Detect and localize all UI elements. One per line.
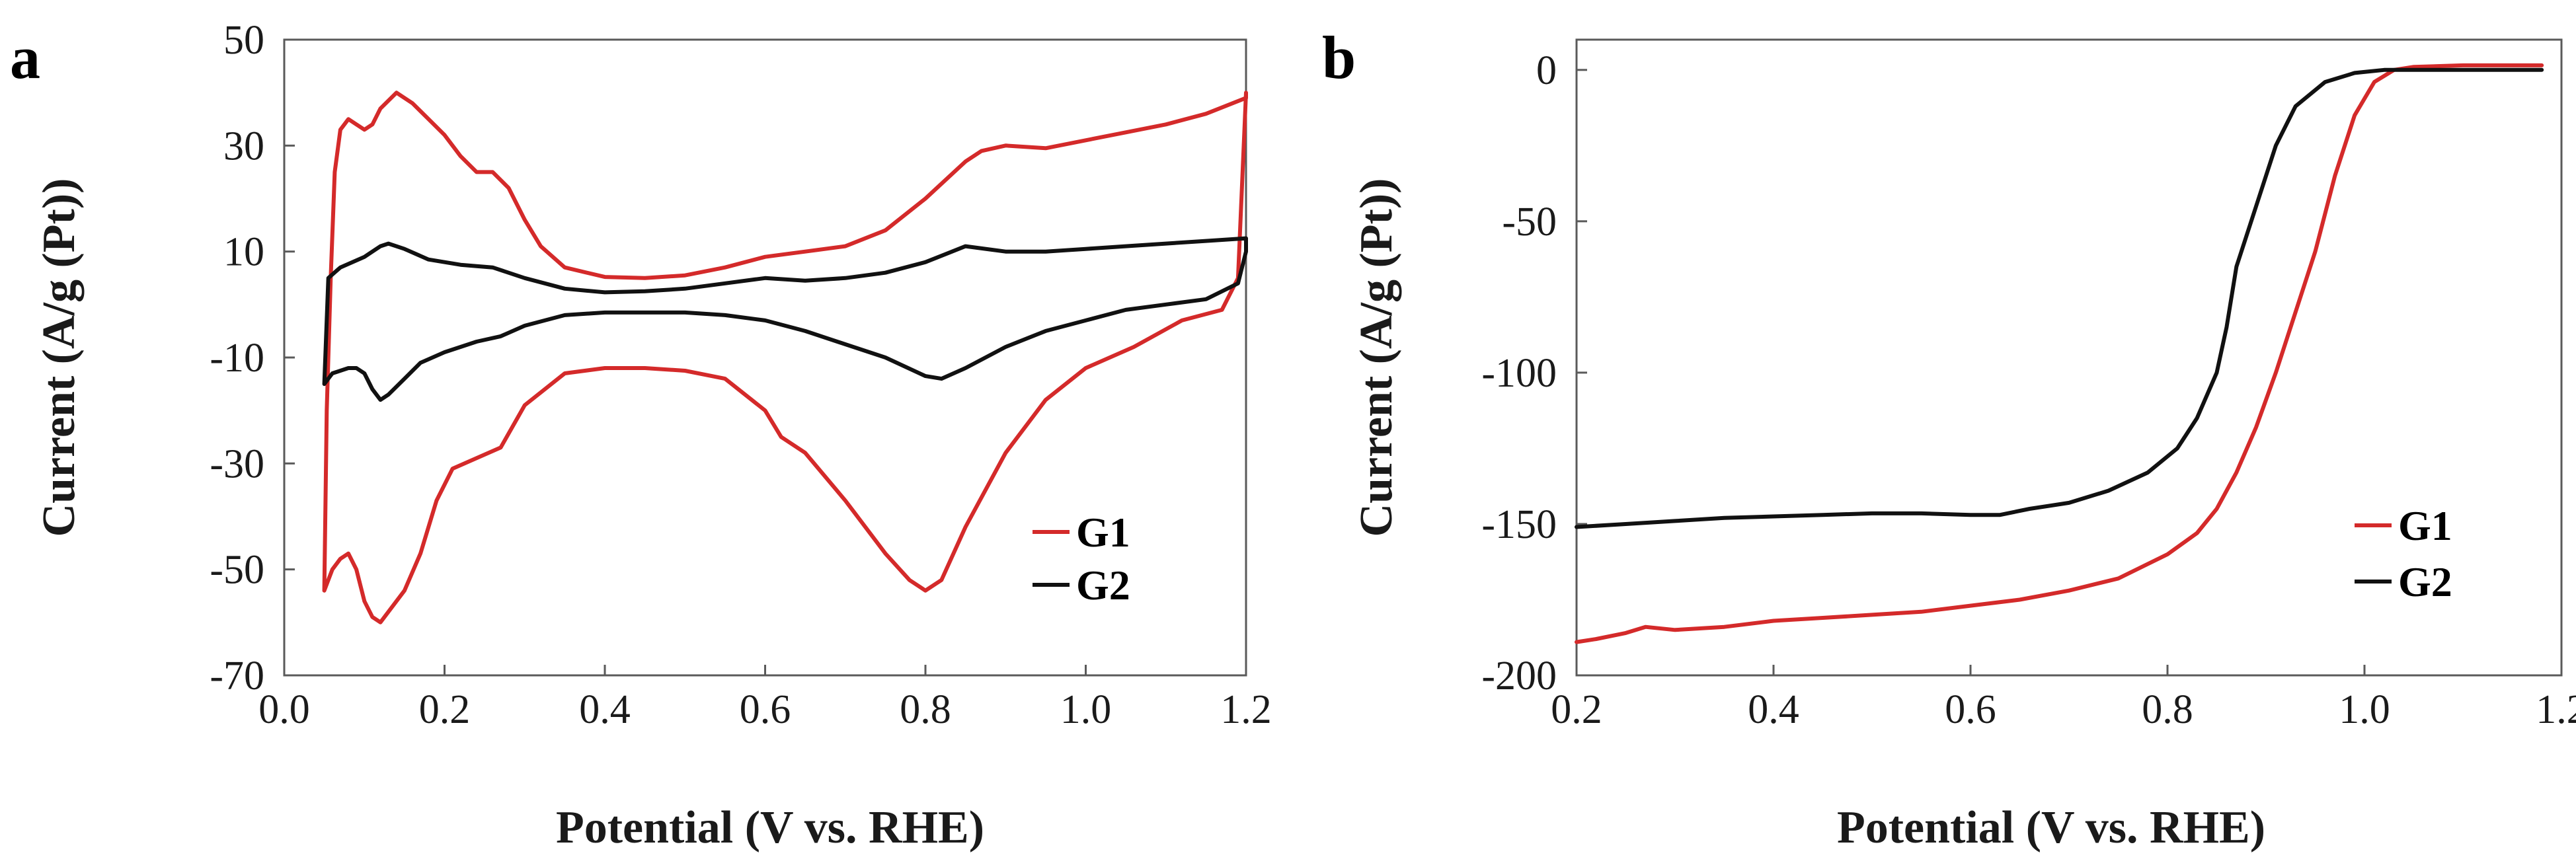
legend-a-g2-label: G2 [1076, 562, 1130, 609]
panel-b-x-tick-label: 0.6 [1945, 687, 1996, 732]
panel-b-series-g2-line [1575, 67, 2544, 529]
panel-a-y-tick-label: -70 [210, 654, 264, 698]
legend-b-g2-label: G2 [2398, 558, 2452, 605]
panel-a-x-tick-label: 0.8 [900, 687, 951, 732]
panel-a: a 0.0 0.2 0.4 0.6 0.8 1.0 1.2 -70 -50 -30 -10 10 30 5… [10, 18, 1272, 853]
panel-b-x-tick-label: 0.4 [1748, 687, 1799, 732]
panel-b-y-tick-label: 0 [1536, 48, 1557, 93]
panel-a-x-tick-label: 0.6 [740, 687, 791, 732]
legend-a-g1-label: G1 [1076, 509, 1130, 556]
panel-b-letter: b [1322, 24, 1356, 91]
panel-a-y-tick-label: 50 [223, 18, 264, 63]
panel-b-legend: G1 G2 [2355, 502, 2452, 605]
panel-b: b 0.2 0.4 0.6 0.8 1.0 1.2 -200 -150 -100 -50 0 Pot… [1322, 24, 2576, 853]
panel-b-y-axis-title: Current (A/g (Pt)) [1351, 178, 1402, 537]
panel-a-letter: a [10, 24, 40, 91]
panel-a-x-tick-label: 0.0 [258, 687, 310, 732]
panel-a-x-tick-label: 1.0 [1060, 687, 1112, 732]
panel-b-y-tick-label: -100 [1481, 351, 1557, 396]
panel-a-y-axis-title: Current (A/g (Pt)) [34, 178, 85, 537]
panel-a-series-g1-line [322, 91, 1248, 624]
panel-b-frame [1575, 38, 2563, 677]
panel-a-legend: G1 G2 [1033, 509, 1130, 609]
panel-a-y-tick-label: 30 [223, 124, 264, 169]
panel-b-y-tick-label: -200 [1481, 654, 1557, 698]
panel-b-y-tick-label: -150 [1481, 502, 1557, 547]
panel-b-ticks: 0.2 0.4 0.6 0.8 1.0 1.2 -200 -150 -100 -50 0 [1481, 48, 2576, 732]
panel-a-x-tick-label: 1.2 [1220, 687, 1272, 732]
panel-b-x-tick-label: 1.2 [2536, 687, 2576, 732]
panel-b-series [1575, 63, 2544, 644]
panel-a-y-tick-label: -10 [210, 336, 264, 381]
legend-b-g1-label: G1 [2398, 502, 2452, 549]
panel-a-series-g2-line [322, 236, 1248, 402]
panel-b-series-g1-line [1575, 63, 2544, 644]
panel-a-ticks: 0.0 0.2 0.4 0.6 0.8 1.0 1.2 -70 -50 -30 -10 10 30 50 [210, 18, 1271, 732]
panel-a-x-tick-label: 0.4 [579, 687, 631, 732]
panel-b-x-tick-label: 0.2 [1551, 687, 1602, 732]
panel-b-x-tick-label: 1.0 [2339, 687, 2390, 732]
panel-a-y-tick-label: 10 [223, 230, 264, 275]
panel-a-y-tick-label: -50 [210, 548, 264, 593]
panel-a-y-tick-label: -30 [210, 441, 264, 486]
panel-b-y-tick-label: -50 [1502, 200, 1557, 244]
panel-a-x-axis-title: Potential (V vs. RHE) [556, 802, 984, 853]
panel-a-series [322, 91, 1248, 624]
panel-b-x-axis-title: Potential (V vs. RHE) [1837, 802, 2265, 853]
panel-b-x-tick-label: 0.8 [2142, 687, 2193, 732]
panel-a-x-tick-label: 0.2 [419, 687, 471, 732]
